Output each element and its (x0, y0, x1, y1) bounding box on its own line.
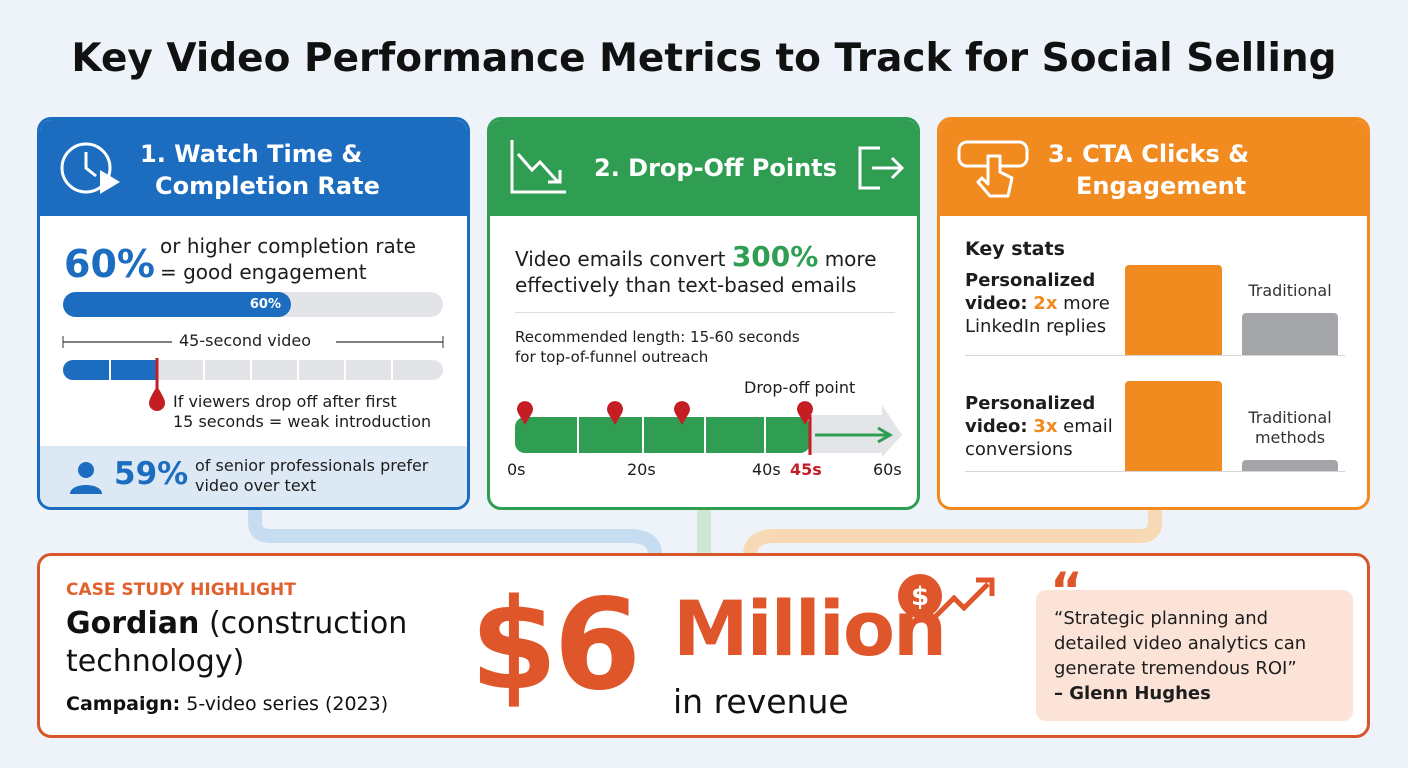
axis-label: 60s (873, 460, 902, 479)
footer-text: video over text (195, 476, 317, 495)
axis-label: 20s (627, 460, 656, 479)
timeline (515, 401, 902, 457)
campaign: Campaign: 5-video series (2023) (66, 693, 388, 715)
row-rest: email (1063, 416, 1113, 437)
case-study: CASE STUDY HIGHLIGHT Gordian (constructi… (37, 553, 1370, 738)
range-line (62, 332, 444, 352)
kicker: CASE STUDY HIGHLIGHT (66, 580, 296, 600)
row-text: video: 2x more (965, 293, 1110, 314)
campaign-label: Campaign: (66, 693, 181, 715)
company-name: Gordian (66, 606, 200, 641)
row-text: video: 3x email (965, 416, 1113, 437)
clock-icon (60, 142, 120, 194)
revenue-icon: $ (898, 574, 995, 622)
bar-traditional (1242, 460, 1338, 471)
amount-caption: in revenue (673, 682, 849, 721)
row-text: conversions (965, 439, 1073, 460)
row-text: Personalized (965, 270, 1096, 291)
connector-blue (248, 508, 662, 570)
company-desc: technology) (66, 644, 245, 679)
row-rest: more (1063, 293, 1110, 314)
card-cta: 3. CTA Clicks & Engagement Key stats Per… (937, 117, 1370, 510)
bar-traditional (1242, 313, 1338, 355)
card-header: 2. Drop-Off Points (490, 120, 917, 216)
axis-label: 0s (507, 460, 526, 479)
row-bold: video: (965, 293, 1028, 314)
person-icon (70, 462, 102, 494)
video-label: 45-second video (179, 331, 311, 350)
quote-author: – Glenn Hughes (1054, 683, 1211, 704)
claim-text: more (824, 247, 877, 271)
key-stats: Key stats (965, 238, 1065, 260)
claim-stat: 300% (731, 240, 819, 273)
axis-label: 40s (752, 460, 781, 479)
recommend-text: Recommended length: 15-60 seconds (515, 328, 800, 346)
card-header: 1. Watch Time & Completion Rate (40, 120, 467, 216)
baseline (965, 355, 1345, 356)
card-heading: Completion Rate (155, 172, 380, 200)
quote-mark: “ (1050, 562, 1083, 620)
compare-label: methods (1254, 428, 1326, 447)
footer-stat: 59% (114, 456, 189, 492)
footer-text: of senior professionals prefer (195, 456, 429, 475)
card-heading: Engagement (1076, 172, 1247, 200)
card-header: 3. CTA Clicks & Engagement (940, 120, 1367, 216)
campaign-value: 5-video series (2023) (186, 693, 389, 715)
card-heading: 2. Drop-Off Points (594, 154, 837, 182)
drop-note: 15 seconds = weak introduction (173, 412, 432, 431)
row-text: Personalized (965, 393, 1096, 414)
quote-line: generate tremendous ROI” (1054, 658, 1297, 679)
recommend-text: for top-of-funnel outreach (515, 348, 709, 366)
card-footer: 59% of senior professionals prefer video… (40, 446, 467, 507)
card-watch-time: 1. Watch Time & Completion Rate 60% or h… (37, 117, 470, 510)
multiplier: 3x (1033, 416, 1058, 437)
company-desc: (construction (208, 606, 408, 641)
click-icon (957, 140, 1029, 198)
baseline (965, 471, 1345, 472)
claim-text: effectively than text-based emails (515, 273, 857, 297)
quote-box: “ “Strategic planning and detailed video… (1036, 562, 1353, 721)
page-title: Key Video Performance Metrics to Track f… (71, 36, 1337, 81)
amount: $6 (470, 571, 641, 718)
compare-label: Traditional (1248, 281, 1332, 300)
connector-orange (743, 508, 1162, 570)
drop-note: If viewers drop off after first (173, 392, 397, 411)
card-drop-off: 2. Drop-Off Points Video emails convert … (487, 117, 920, 510)
stat: 60% (64, 242, 155, 286)
row-text: LinkedIn replies (965, 316, 1107, 337)
claim: Video emails convert 300% more (515, 243, 877, 272)
card-heading: 1. Watch Time & (140, 140, 363, 168)
company: Gordian (construction (66, 606, 407, 641)
trend-down-icon (510, 140, 566, 194)
quote-line: “Strategic planning and (1054, 608, 1269, 629)
bar-personalized (1125, 265, 1222, 355)
progress-track: 60% (63, 292, 443, 317)
svg-text:$: $ (911, 582, 929, 612)
progress-fill: 60% (63, 292, 291, 317)
segment-bar (63, 358, 443, 411)
compare-label: Traditional (1248, 408, 1332, 427)
quote-line: detailed video analytics can (1054, 633, 1307, 654)
multiplier: 2x (1033, 293, 1058, 314)
stat-text: or higher completion rate (160, 234, 416, 258)
row-bold: video: (965, 416, 1028, 437)
card-heading: 3. CTA Clicks & (1048, 140, 1250, 168)
exit-icon (858, 146, 905, 190)
axis-label: 45s (790, 460, 822, 479)
stat-text: = good engagement (160, 260, 367, 284)
claim-text: Video emails convert (515, 247, 726, 271)
dropoff-label: Drop-off point (744, 378, 856, 397)
bar-personalized (1125, 381, 1222, 471)
divider (515, 312, 895, 313)
quote: “Strategic planning and detailed video a… (1054, 606, 1306, 706)
